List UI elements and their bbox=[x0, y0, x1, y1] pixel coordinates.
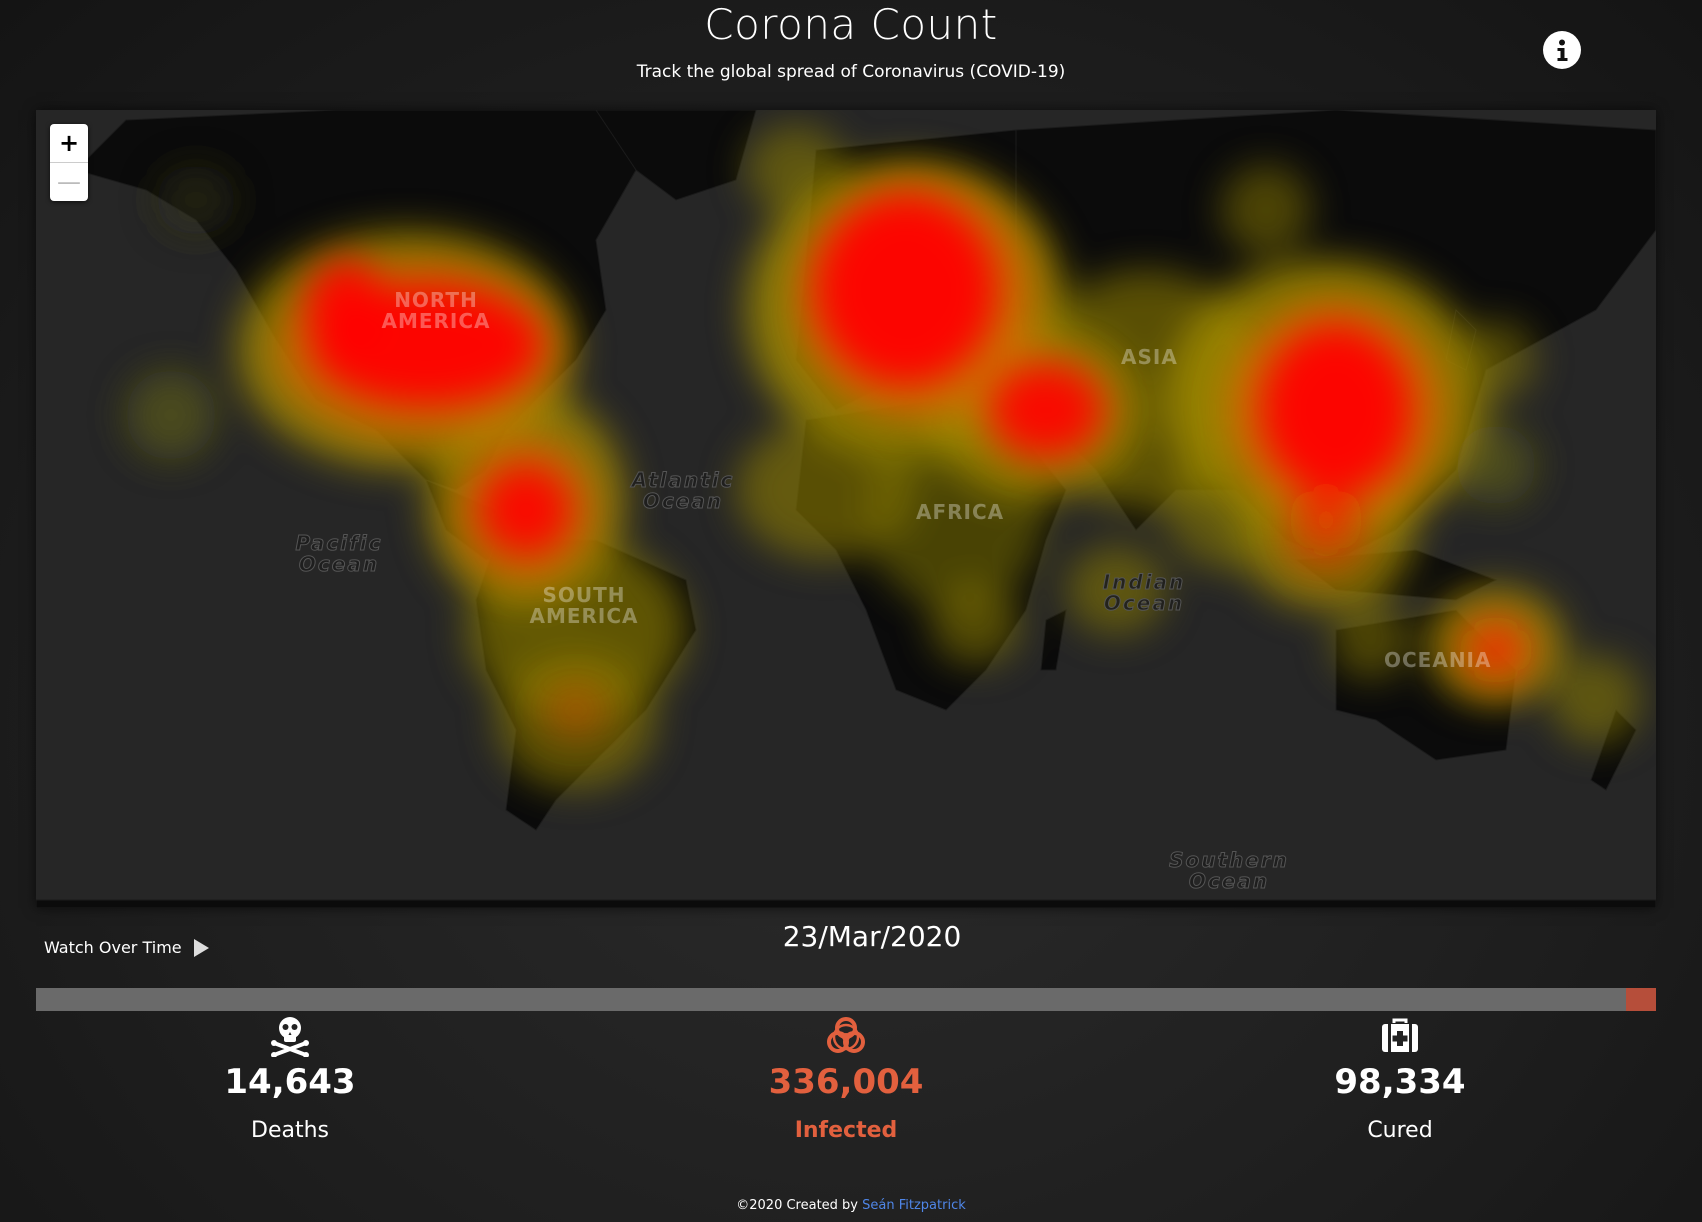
biohazard-icon bbox=[696, 1014, 996, 1058]
infected-count: 336,004 bbox=[768, 1062, 924, 1102]
ocean-label-atlantic: Atlantic Ocean bbox=[631, 468, 735, 513]
cured-label: Cured bbox=[1367, 1118, 1433, 1143]
watch-over-time-label: Watch Over Time bbox=[44, 938, 182, 957]
land-greenland bbox=[595, 110, 757, 201]
continent-label-south-america: SOUTH AMERICA bbox=[529, 583, 639, 628]
zoom-control: + — bbox=[50, 124, 88, 201]
info-button[interactable] bbox=[1543, 31, 1581, 69]
continent-label-africa: AFRICA bbox=[916, 500, 1005, 524]
zoom-out-button[interactable]: — bbox=[50, 162, 88, 201]
deaths-count: 14,643 bbox=[224, 1062, 356, 1102]
zoom-in-button[interactable]: + bbox=[58, 129, 80, 157]
page-subtitle: Track the global spread of Coronavirus (… bbox=[636, 62, 1066, 82]
deaths-label: Deaths bbox=[251, 1118, 329, 1143]
footer: ©2020 Created by Seán Fitzpatrick bbox=[0, 1198, 1702, 1213]
infected-label: Infected bbox=[794, 1118, 898, 1143]
skull-crossbones-icon bbox=[140, 1014, 440, 1058]
timeline-slider[interactable] bbox=[36, 988, 1656, 1011]
author-link[interactable]: Seán Fitzpatrick bbox=[862, 1198, 966, 1213]
ocean-label-pacific: Pacific Ocean bbox=[295, 531, 383, 576]
deaths-stat: 14,643 Deaths bbox=[140, 1014, 440, 1143]
heat-high bbox=[306, 195, 1518, 672]
heatmap-world-map[interactable]: + — NORTH AMERICA SOUTH AMERICA AFRICA ASI… bbox=[36, 110, 1656, 908]
continent-label-asia: ASIA bbox=[1121, 345, 1178, 369]
cured-count: 98,334 bbox=[1334, 1062, 1466, 1102]
ocean-label-southern: Southern Ocean bbox=[1169, 848, 1289, 893]
current-date: 23/Mar/2020 bbox=[782, 920, 962, 953]
play-icon bbox=[193, 938, 209, 957]
info-icon bbox=[1557, 39, 1568, 61]
timeline-slider-handle[interactable] bbox=[1626, 988, 1656, 1011]
cured-stat: 98,334 Cured bbox=[1250, 1014, 1550, 1143]
medkit-icon bbox=[1250, 1014, 1550, 1058]
land-madagascar bbox=[1040, 609, 1067, 671]
continent-label-oceania: OCEANIA bbox=[1384, 648, 1492, 672]
world-map-canvas bbox=[36, 110, 1656, 908]
land-antarctica bbox=[36, 899, 1656, 908]
footer-copyright: ©2020 Created by bbox=[736, 1198, 858, 1213]
watch-over-time-button[interactable]: Watch Over Time bbox=[44, 938, 209, 957]
infected-stat: 336,004 Infected bbox=[696, 1014, 996, 1143]
continent-label-north-america: NORTH AMERICA bbox=[381, 288, 491, 333]
ocean-label-indian: Indian Ocean bbox=[1102, 570, 1186, 615]
page-title: Corona Count bbox=[704, 0, 998, 49]
